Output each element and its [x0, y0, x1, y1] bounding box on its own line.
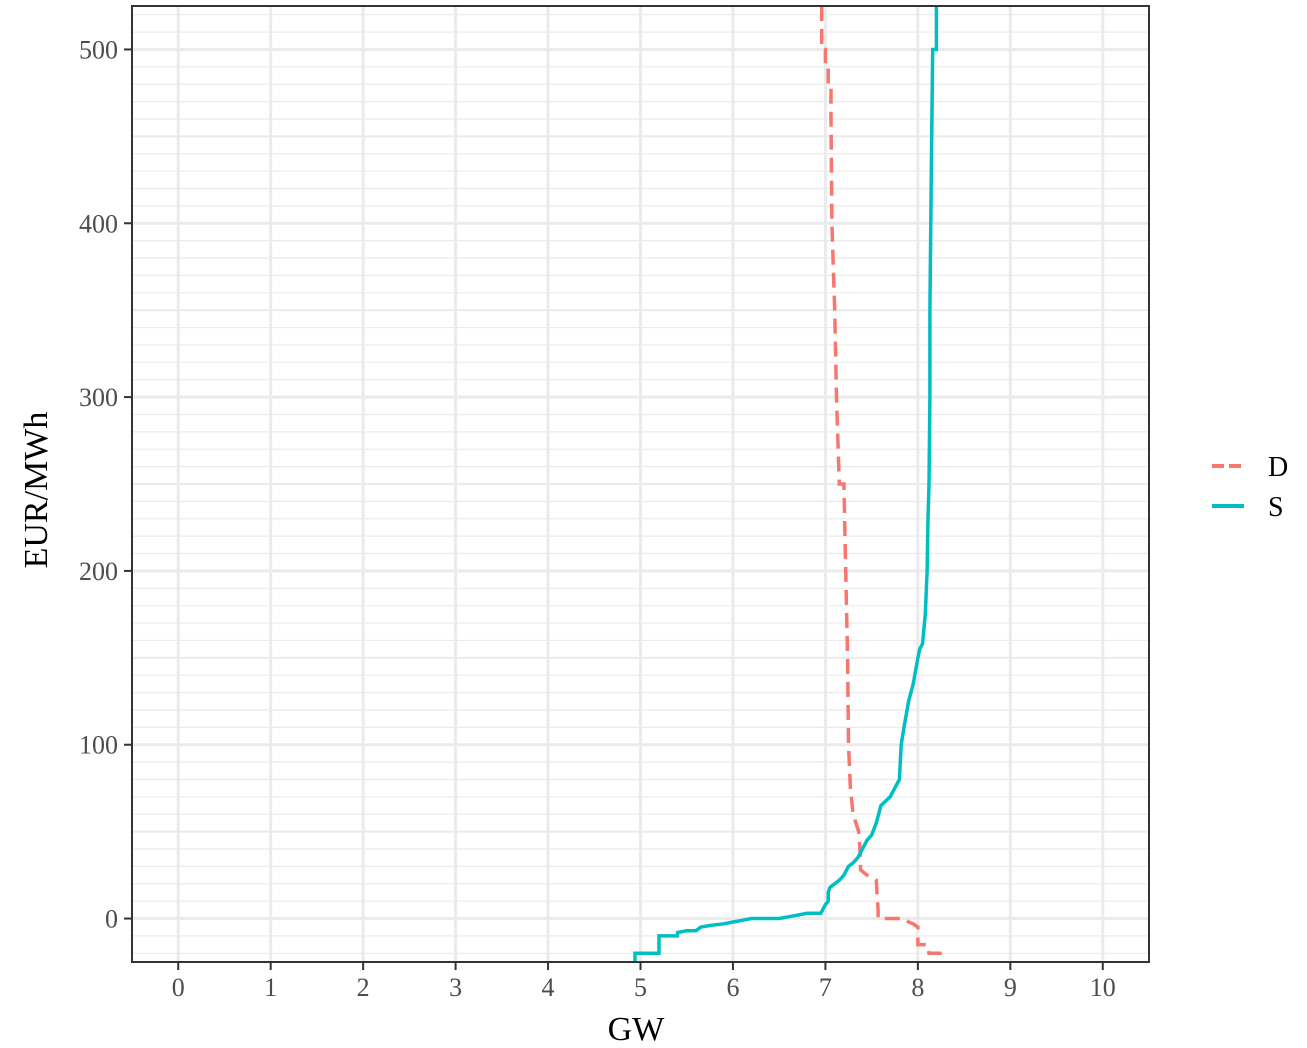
x-tick-label: 1: [264, 973, 277, 1002]
series-lines: [633, 6, 943, 962]
x-tick-label: 3: [449, 973, 462, 1002]
legend: DS: [1212, 452, 1288, 523]
x-tick-label: 6: [726, 973, 739, 1002]
y-tick-label: 300: [79, 383, 118, 412]
series-line-S: [633, 6, 939, 962]
x-tick-label: 2: [357, 973, 370, 1002]
legend-label-S: S: [1268, 492, 1284, 523]
x-tick-label: 10: [1090, 973, 1116, 1002]
x-tick-label: 8: [911, 973, 924, 1002]
y-tick-label: 100: [79, 731, 118, 760]
x-tick-label: 4: [542, 973, 555, 1002]
y-tick-label: 0: [105, 905, 118, 934]
x-tick-label: 7: [819, 973, 832, 1002]
y-tick-label: 200: [79, 557, 118, 586]
y-tick-label: 500: [79, 35, 118, 64]
y-axis-title: EUR/MWh: [18, 412, 55, 569]
x-tick-label: 9: [1004, 973, 1017, 1002]
series-line-D: [819, 6, 943, 956]
grid-lines: [132, 6, 1149, 962]
legend-label-D: D: [1268, 452, 1288, 483]
x-axis-title: GW: [608, 1011, 666, 1048]
x-tick-label: 5: [634, 973, 647, 1002]
x-tick-label: 0: [172, 973, 185, 1002]
y-tick-label: 400: [79, 209, 118, 238]
